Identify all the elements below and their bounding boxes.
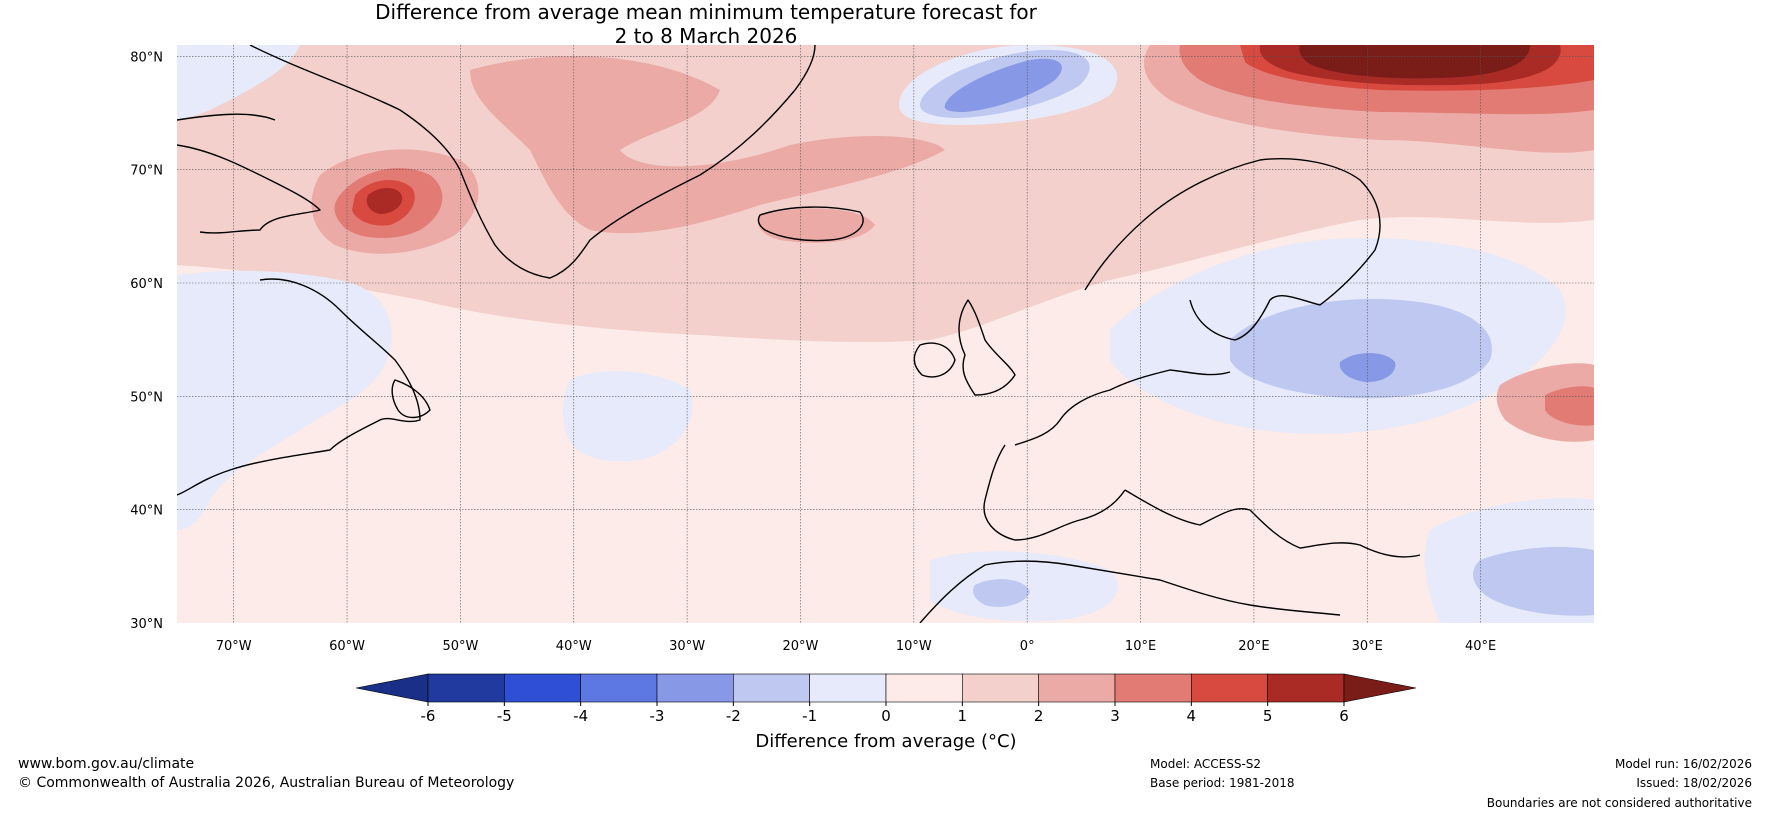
colorbar-segment <box>962 673 1039 703</box>
latitude-labels: 80°N 70°N 60°N 50°N 40°N 30°N <box>130 50 163 632</box>
lon-label: 10°E <box>1125 639 1156 654</box>
lat-label: 50°N <box>130 390 163 405</box>
colorbar-tick-label: 0 <box>881 707 891 725</box>
colorbar-segment <box>885 673 963 703</box>
anomaly-2-3-iceland <box>758 208 875 243</box>
lon-label: 70°W <box>216 639 252 654</box>
coast-uk <box>958 299 1016 396</box>
lat-label: 60°N <box>130 277 163 292</box>
lat-label: 30°N <box>130 617 163 632</box>
coast-greenland <box>249 45 816 279</box>
colorbar-tick-label: 2 <box>1034 707 1044 725</box>
lon-label: 20°E <box>1238 639 1269 654</box>
colorbar-segment <box>656 673 734 703</box>
colorbar <box>355 673 1417 706</box>
colorbar-segment <box>1114 673 1192 703</box>
anomaly-neg3-neg2-eastern-europe <box>1339 353 1396 383</box>
footer-disclaimer: Boundaries are not considered authoritat… <box>1486 796 1752 810</box>
coast-ireland <box>913 342 956 378</box>
colorbar-tick-label: 4 <box>1187 707 1197 725</box>
footer-model-run: Model run: 16/02/2026 <box>1614 757 1752 771</box>
lon-label: 40°E <box>1465 639 1496 654</box>
title-line-1: Difference from average mean minimum tem… <box>375 0 1037 24</box>
lon-label: 30°W <box>669 639 705 654</box>
coast-canada-arctic <box>177 113 321 234</box>
colorbar-segment <box>580 673 658 703</box>
footer-website: www.bom.gov.au/climate <box>18 756 195 772</box>
lon-label: 30°E <box>1352 639 1383 654</box>
anomaly-5-6-baffin <box>366 187 403 214</box>
anomaly-neg1-0-labrador <box>177 270 392 530</box>
colorbar-segment <box>504 673 581 703</box>
lon-label: 60°W <box>329 639 365 654</box>
anomaly-neg2-neg1-middle-east <box>1473 547 1594 616</box>
anomaly-neg2-neg1-eastern-europe <box>1230 299 1492 399</box>
lat-label: 40°N <box>130 504 163 519</box>
colorbar-segment <box>733 673 810 703</box>
coast-europe-west <box>983 369 1231 541</box>
coast-iceland <box>757 206 864 242</box>
colorbar-tick-label: 6 <box>1339 707 1349 725</box>
lat-label: 70°N <box>130 164 163 179</box>
colorbar-tick-label: 3 <box>1110 707 1120 725</box>
colorbar-label: Difference from average (°C) <box>755 731 1016 752</box>
map-title: Difference from average mean minimum tem… <box>0 0 1412 48</box>
colorbar-tick-label: -5 <box>497 707 512 725</box>
anomaly-2-3-central <box>470 56 945 234</box>
lon-label: 0° <box>1020 639 1035 654</box>
coast-scandinavia <box>1084 158 1381 341</box>
colorbar-tick-labels: -6 -5 -4 -3 -2 -1 0 1 2 3 4 5 6 <box>421 707 1349 725</box>
anomaly-neg3-neg2-svalbard <box>944 58 1062 112</box>
colorbar-tick-label: -1 <box>802 707 817 725</box>
coast-newfoundland <box>391 379 431 419</box>
colorbar-tick-label: -2 <box>726 707 741 725</box>
colorbar-tick-label: 1 <box>958 707 968 725</box>
longitude-labels: 70°W 60°W 50°W 40°W 30°W 20°W 10°W 0° 10°E 20°E 30… <box>216 639 1497 654</box>
colorbar-tick-label: -3 <box>650 707 665 725</box>
coastlines <box>177 45 1421 623</box>
title-line-2: 2 to 8 March 2026 <box>614 24 798 48</box>
colorbar-tick-label: -6 <box>421 707 436 725</box>
colorbar-segment <box>1038 673 1116 703</box>
anomaly-neg2-neg1-north-africa <box>973 579 1030 607</box>
coast-mediterranean <box>1124 489 1421 558</box>
footer-base-period: Base period: 1981-2018 <box>1150 776 1295 790</box>
footer-model: Model: ACCESS-S2 <box>1150 757 1262 771</box>
anomaly-over-6-arctic <box>1299 45 1530 79</box>
colorbar-segment <box>809 673 887 703</box>
colorbar-under-arrow <box>355 673 429 703</box>
colorbar-segment <box>427 673 505 703</box>
colorbar-tick-label: -4 <box>573 707 588 725</box>
lat-label: 80°N <box>130 50 163 65</box>
coast-labrador <box>177 278 421 496</box>
colorbar-segment <box>1267 673 1345 703</box>
map-plot-area <box>177 45 1594 623</box>
colorbar-over-arrow <box>1343 673 1417 703</box>
footer-copyright: © Commonwealth of Australia 2026, Austra… <box>18 775 515 791</box>
coast-north-africa <box>919 560 1341 623</box>
lon-label: 10°W <box>896 639 932 654</box>
lon-label: 20°W <box>783 639 819 654</box>
anomaly-neg1-0-atlantic <box>562 371 693 462</box>
footer-issued: Issued: 18/02/2026 <box>1636 776 1752 790</box>
lon-label: 50°W <box>442 639 478 654</box>
anomaly-neg1-0-canada-north <box>177 45 300 120</box>
graticule <box>177 45 1594 623</box>
colorbar-segment <box>1191 673 1268 703</box>
lon-label: 40°W <box>556 639 592 654</box>
colorbar-tick-label: 5 <box>1263 707 1273 725</box>
